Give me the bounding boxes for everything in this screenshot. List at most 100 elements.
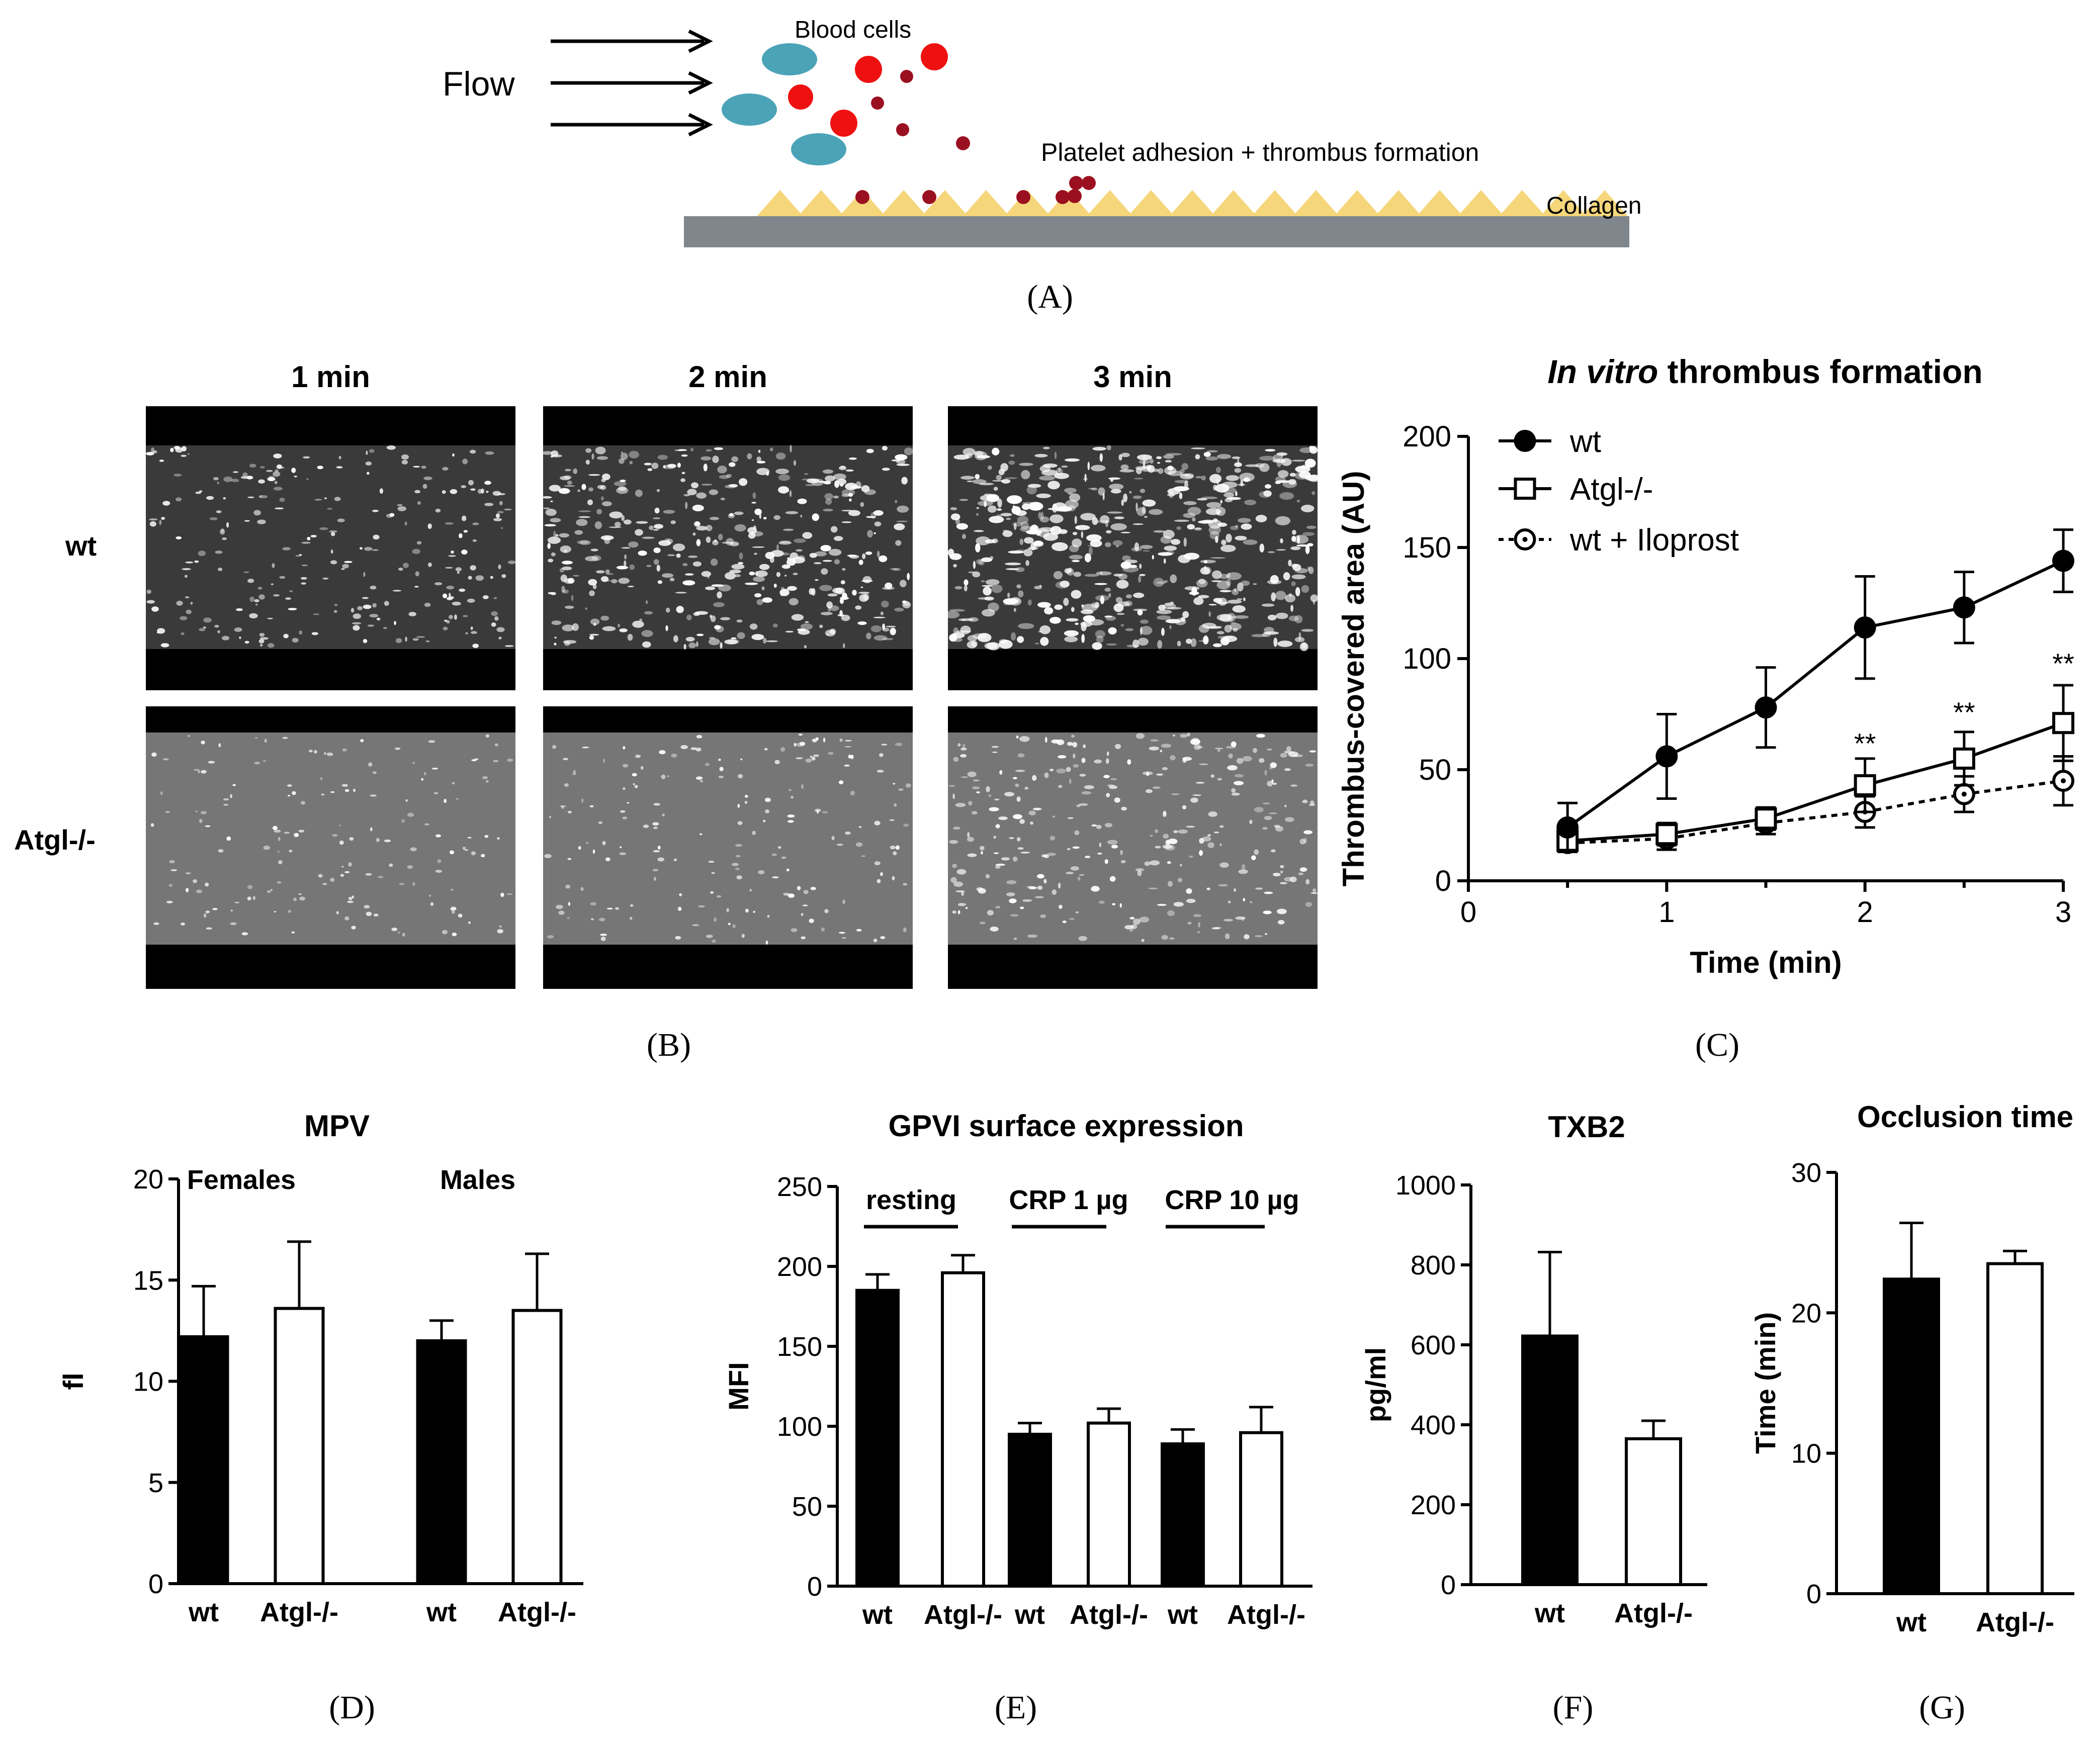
- platelet-speck: [603, 758, 605, 763]
- platelet-speck: [1121, 806, 1127, 811]
- platelet-speck: [1058, 467, 1061, 473]
- platelet-speck: [953, 454, 970, 460]
- platelet-speck: [749, 623, 758, 630]
- platelet-speck: [1231, 792, 1240, 796]
- platelet-speck: [602, 501, 612, 506]
- platelet-speck: [1140, 626, 1153, 635]
- platelet-speck: [294, 833, 299, 838]
- platelet-speck: [573, 770, 576, 774]
- platelet-speck: [452, 933, 457, 937]
- platelet-speck: [765, 809, 770, 813]
- data-point: [1755, 807, 1777, 830]
- platelet-speck: [574, 530, 583, 535]
- platelet-speck: [628, 541, 639, 548]
- channel-band: [948, 732, 1318, 945]
- platelet-speck: [877, 550, 880, 558]
- platelet-speck: [602, 626, 616, 631]
- platelet-speck: [1033, 807, 1042, 810]
- chart-title: TXB2: [1548, 1110, 1625, 1144]
- platelet-speck: [366, 911, 372, 916]
- platelet-speck: [710, 517, 720, 520]
- platelet-speck: [997, 498, 1002, 508]
- platelet-speck: [634, 785, 638, 788]
- platelet-speck: [1139, 564, 1142, 569]
- platelet-speck: [213, 477, 219, 481]
- platelet-speck: [402, 563, 409, 568]
- platelet-speck: [967, 837, 975, 842]
- platelet-speck: [365, 873, 372, 876]
- platelet-speck: [1091, 886, 1100, 892]
- platelet-speck: [776, 544, 779, 551]
- platelet-speck: [791, 614, 804, 621]
- platelet-speck: [364, 546, 373, 551]
- platelet-speck: [1219, 843, 1222, 846]
- platelet-speck: [1052, 542, 1068, 552]
- platelet-speck: [272, 825, 278, 831]
- platelet-speck: [803, 890, 809, 894]
- platelet-speck: [1312, 888, 1317, 893]
- platelet-speck: [470, 449, 476, 454]
- time-labels: 1 min 2 min 3 min: [291, 360, 1172, 394]
- series-wt-iloprost: [1556, 755, 2074, 854]
- platelet-speck: [1140, 489, 1146, 493]
- platelet-speck: [1045, 737, 1047, 743]
- platelet-speck: [667, 554, 675, 557]
- platelet-speck: [874, 820, 881, 825]
- platelet-speck: [787, 586, 797, 591]
- platelet-speck: [797, 886, 801, 890]
- platelet-speck: [289, 590, 293, 592]
- platelet-speck: [1202, 836, 1211, 842]
- platelet-speck: [1152, 469, 1160, 472]
- platelet-speck: [707, 575, 710, 579]
- platelet-speck: [1106, 445, 1111, 450]
- platelet-speck: [981, 557, 993, 563]
- platelet-speck: [685, 636, 695, 642]
- platelet-speck: [838, 932, 845, 934]
- platelet-speck: [1083, 744, 1086, 749]
- platelet-speck: [600, 496, 604, 501]
- platelet-speck: [1264, 815, 1272, 820]
- platelet-speck: [1138, 576, 1142, 583]
- platelet-speck: [619, 458, 625, 464]
- platelet-speck: [1133, 592, 1145, 598]
- platelet-speck: [1226, 572, 1242, 580]
- platelet-speck: [274, 910, 277, 912]
- platelet-speck: [234, 901, 240, 903]
- platelet-speck: [794, 538, 806, 543]
- platelet-speck: [190, 602, 193, 605]
- platelet-speck: [716, 895, 722, 898]
- platelet-speck: [1004, 792, 1014, 797]
- platelet-speck: [1083, 615, 1095, 622]
- platelet-speck: [267, 643, 275, 648]
- platelet-speck: [734, 574, 741, 577]
- platelet-speck: [1112, 540, 1123, 546]
- platelet-speck: [1186, 898, 1196, 903]
- platelet-speck: [732, 924, 736, 929]
- platelet-speck: [1275, 826, 1284, 832]
- platelet-speck: [1017, 516, 1029, 524]
- platelet-speck: [253, 510, 261, 516]
- platelet-speck: [589, 805, 594, 807]
- platelet-speck: [1263, 910, 1272, 914]
- platelet-speck: [591, 453, 594, 460]
- platelet-speck: [706, 536, 711, 543]
- platelet-speck: [209, 517, 218, 520]
- platelet-speck: [501, 527, 503, 529]
- platelet-speck: [826, 601, 833, 609]
- platelet-speck: [299, 554, 302, 556]
- platelet-speck: [397, 506, 407, 511]
- platelet-speck: [562, 589, 569, 594]
- adhesion-label: Platelet adhesion + thrombus formation: [1041, 138, 1479, 166]
- platelet-speck: [168, 883, 172, 887]
- platelet-speck: [745, 582, 758, 585]
- platelet-speck: [834, 480, 840, 488]
- platelet-speck: [1104, 859, 1108, 864]
- platelet-speck: [991, 584, 1003, 593]
- platelet-speck: [151, 752, 157, 757]
- platelet-speck: [1049, 769, 1054, 771]
- platelet-speck: [367, 624, 375, 627]
- platelet-speck: [484, 835, 489, 838]
- platelet-speck: [1142, 499, 1156, 507]
- platelet: [1082, 176, 1096, 190]
